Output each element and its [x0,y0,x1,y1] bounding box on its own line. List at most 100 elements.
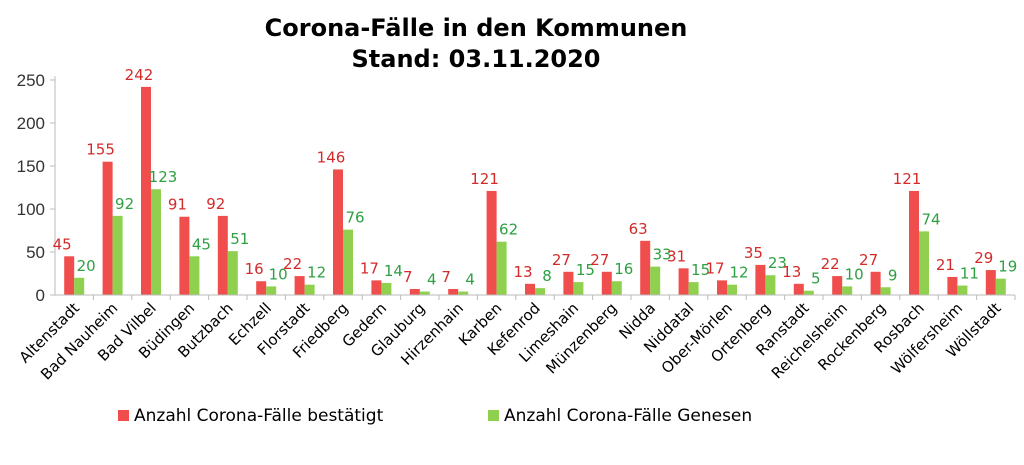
bar-genesen [573,282,584,295]
data-label-bestaetigt: 27 [859,251,878,269]
data-label-bestaetigt: 13 [513,263,532,281]
data-label-genesen: 62 [499,221,518,239]
bar-bestaetigt [947,276,958,295]
data-label-genesen: 20 [77,257,96,275]
bar-bestaetigt [525,283,535,295]
y-axis: 0 50 100 150 200 250 [17,71,56,305]
bar-genesen [611,281,622,295]
data-label-genesen: 12 [307,264,326,282]
bar-genesen [535,288,545,295]
data-label-genesen: 5 [811,270,821,288]
bar-bestaetigt [717,280,727,295]
bar-genesen [957,285,968,295]
data-label-genesen: 10 [845,265,864,283]
bar-bestaetigt [294,276,305,295]
data-label-bestaetigt: 22 [821,255,840,273]
data-label-bestaetigt: 121 [470,170,499,188]
bar-bestaetigt [601,271,612,295]
bar-bestaetigt [409,288,420,295]
bar-bestaetigt [793,283,804,295]
y-tick-label: 200 [17,114,45,133]
bar-bestaetigt [217,215,228,295]
data-label-genesen: 12 [729,264,748,282]
data-label-bestaetigt: 45 [53,235,72,253]
y-tick-label: 250 [17,71,45,90]
bar-genesen [803,290,814,295]
data-label-genesen: 16 [614,260,633,278]
legend-swatch [488,410,499,421]
bar-genesen [419,291,430,295]
bar-bestaetigt [64,256,75,295]
bar-bestaetigt [448,288,459,295]
data-label-genesen: 74 [921,210,940,228]
bar-bestaetigt [102,161,113,295]
data-label-genesen: 8 [542,267,552,285]
data-label-genesen: 4 [427,271,437,289]
bar-bestaetigt [333,169,343,295]
data-label-genesen: 33 [653,246,672,264]
data-label-bestaetigt: 242 [125,66,154,84]
bar-genesen [112,215,123,295]
y-tick-label: 150 [17,157,45,176]
bars [64,86,1006,295]
bar-bestaetigt [640,240,651,295]
bar-bestaetigt [870,271,881,295]
bar-bestaetigt [563,271,574,295]
bar-bestaetigt [179,216,190,295]
bar-genesen [151,189,161,295]
data-label-genesen: 15 [576,261,595,279]
data-label-bestaetigt: 91 [168,196,187,214]
bar-genesen [458,291,469,295]
data-label-bestaetigt: 16 [245,260,264,278]
data-label-bestaetigt: 27 [590,251,609,269]
y-tick-label: 50 [26,243,45,262]
bar-genesen [496,241,507,295]
data-label-bestaetigt: 155 [86,141,115,159]
data-label-bestaetigt: 92 [206,195,225,213]
data-label-genesen: 15 [691,261,710,279]
bar-bestaetigt [678,268,689,295]
bar-genesen [880,287,891,295]
bar-bestaetigt [141,86,151,295]
data-label-bestaetigt: 35 [744,244,763,262]
data-label-genesen: 51 [230,230,249,248]
data-label-bestaetigt: 27 [552,251,571,269]
data-label-genesen: 123 [149,168,178,186]
legend-swatch [118,410,129,421]
bar-bestaetigt [486,190,497,295]
data-label-genesen: 14 [384,262,403,280]
data-label-bestaetigt: 31 [667,247,686,265]
bar-genesen [266,286,277,295]
data-label-genesen: 92 [115,195,134,213]
data-label-genesen: 19 [998,258,1017,276]
chart-subtitle: Stand: 03.11.2020 [352,45,601,73]
data-label-bestaetigt: 121 [893,170,922,188]
bar-bestaetigt [256,281,267,295]
data-label-bestaetigt: 21 [936,256,955,274]
y-tick-label: 0 [36,286,45,305]
bar-bestaetigt [832,276,843,295]
bar-genesen [189,256,200,295]
bar-genesen [74,277,85,295]
bar-genesen [381,282,392,295]
data-label-genesen: 45 [192,235,211,253]
bar-genesen [650,266,661,295]
data-label-bestaetigt: 22 [283,255,302,273]
bar-genesen [727,284,737,295]
data-label-bestaetigt: 63 [629,220,648,238]
data-label-genesen: 11 [960,265,979,283]
chart-title: Corona-Fälle in den Kommunen [265,14,688,42]
bar-genesen [227,251,238,295]
legend: Anzahl Corona-Fälle bestätigt Anzahl Coro… [118,406,752,426]
bar-genesen [343,229,353,295]
bar-bestaetigt [371,280,382,295]
bar-bestaetigt [985,270,996,295]
data-label-bestaetigt: 29 [974,249,993,267]
bar-genesen [765,275,776,295]
data-label-bestaetigt: 146 [317,148,346,166]
data-label-bestaetigt: 17 [360,259,379,277]
data-label-genesen: 4 [465,271,475,289]
bar-genesen [688,282,699,295]
